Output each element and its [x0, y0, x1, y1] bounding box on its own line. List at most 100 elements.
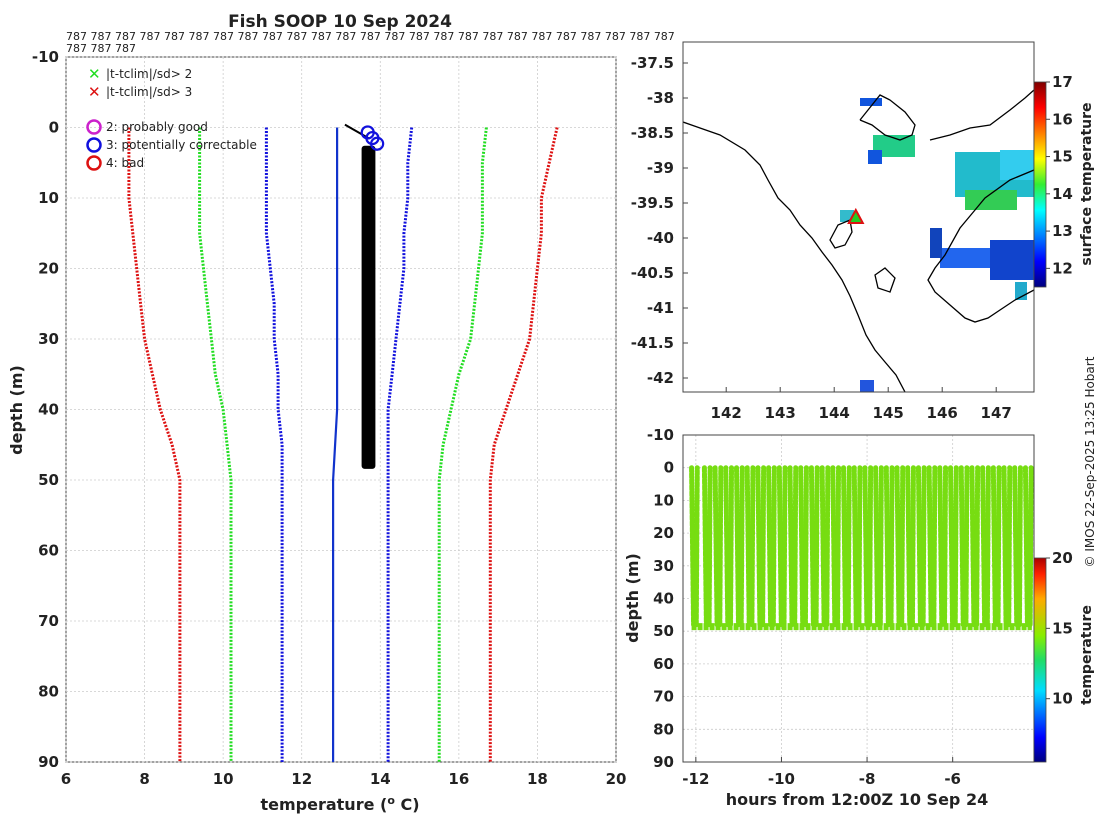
profile-grid: [65, 56, 617, 763]
map-y-tick-label: -38.5: [631, 124, 674, 142]
coastline-victoria: [927, 169, 1034, 323]
section-profile-down: [808, 465, 816, 628]
section-profile-down: [937, 465, 945, 628]
section-x-tick-label: -6: [944, 770, 961, 788]
section-profile-down: [915, 465, 923, 628]
sst-pixel-field: [840, 98, 1034, 392]
section-profile-up: [706, 465, 713, 628]
section-profile-up: [963, 465, 970, 628]
section-profile-up: [1016, 465, 1023, 628]
map-colorbar-tick-label: 16: [1052, 110, 1073, 128]
profile-x-tick-label: 20: [606, 770, 627, 788]
legend-good-label: 2: probably good: [106, 120, 208, 134]
section-profile-down: [905, 465, 913, 628]
map-colorbar-tick-label: 14: [1052, 185, 1073, 203]
clim-series-clim-3sd: [488, 127, 559, 762]
clim-series-clim-3sd: [127, 127, 182, 762]
profile-x-tick-label: 12: [291, 770, 312, 788]
section-profile-down: [819, 465, 827, 628]
sst-patch-blue-s: [940, 248, 990, 268]
coastline-mainland: [683, 121, 906, 392]
section-colorbar-tick-label: 20: [1052, 549, 1073, 567]
profile-y-tick-label: 10: [38, 189, 59, 207]
profile-y-tick-label: 30: [38, 330, 59, 348]
section-profile-down: [926, 465, 934, 628]
section-profile-down: [851, 465, 859, 628]
map-y-tick-label: -41.5: [631, 334, 674, 352]
section-profile-down: [948, 465, 956, 628]
section-profile-up: [995, 465, 1002, 628]
map-y-tick-label: -41: [647, 299, 674, 317]
sst-patch-blue-n: [860, 98, 882, 106]
section-profile-down: [841, 465, 849, 628]
profile-y-tick-label: 80: [38, 683, 59, 701]
section-profile-up: [728, 465, 735, 628]
sst-patch-blue-w: [930, 228, 942, 258]
section-profile-up: [802, 465, 809, 628]
section-profile-up: [717, 465, 724, 628]
section-profile-down: [734, 465, 742, 628]
section-profile-up: [888, 465, 895, 628]
section-profile-up: [942, 465, 949, 628]
section-colorbar: [1033, 557, 1047, 763]
section-profile-up: [920, 465, 927, 628]
section-profile-down: [1001, 465, 1009, 628]
profile-y-tick-label: 50: [38, 471, 59, 489]
map-colorbar-ticks: 12 13 14 15 16 17: [1046, 73, 1073, 277]
clim-series-clim-1sd: [264, 127, 284, 762]
section-profile-down: [969, 465, 977, 628]
section-profile-down: [1012, 465, 1020, 628]
profile-x-tick-label: 16: [448, 770, 469, 788]
profile-y-tick-label: 70: [38, 612, 59, 630]
legend-green-x-marker: ✕: [88, 65, 101, 83]
section-profiles: [689, 465, 1034, 631]
section-profile-up: [813, 465, 820, 628]
profile-id-row-1: 787 787 787 787 787 787 787 787 787 787 …: [66, 30, 675, 43]
section-profile-down: [990, 465, 998, 628]
profile-y-tick-label: 0: [49, 119, 59, 137]
section-colorbar-tick-label: 10: [1052, 690, 1073, 708]
map-x-ticks: 142 143 144 145 146 147: [711, 387, 1012, 422]
legend-red-x-marker: ✕: [88, 83, 101, 101]
map-y-tick-label: -39.5: [631, 194, 674, 212]
clim-series-clim-1sd: [386, 127, 414, 762]
section-profile-down: [787, 465, 795, 628]
section-profile-down: [862, 465, 870, 628]
section-profile-down: [744, 465, 752, 628]
clim-series-clim-2sd: [198, 127, 233, 762]
section-y-ticks: -10 0 10 20 30 40 50 60 70 80 90: [647, 426, 674, 771]
map-colorbar-tick-label: 17: [1052, 73, 1073, 91]
coastline: [683, 89, 1034, 392]
time-depth-section: -12 -10 -8 -6 -10 0 10 20 30 40 50 60 70 80 90 hours …: [623, 426, 1095, 809]
legend-correctable-label: 3: potentially correctable: [106, 138, 257, 152]
map-colorbar: [1033, 81, 1047, 288]
profile-x-tick-label: 8: [139, 770, 149, 788]
profile-y-tick-label: 20: [38, 260, 59, 278]
section-colorbar-ticks: 10 15 20: [1046, 549, 1073, 708]
section-y-tick-label: 90: [653, 753, 674, 771]
section-profile-up: [792, 465, 799, 628]
profile-x-tick-label: 14: [370, 770, 391, 788]
section-profile-up: [749, 465, 756, 628]
legend-red-x-label: |t-tclim|/sd> 3: [106, 85, 192, 99]
map-y-tick-label: -40.5: [631, 264, 674, 282]
section-profile-down: [958, 465, 966, 628]
section-profile-up: [856, 465, 863, 628]
section-profile-down: [883, 465, 891, 628]
section-y-tick-label: 20: [653, 524, 674, 542]
map-y-tick-label: -39: [647, 159, 674, 177]
section-profile-up: [877, 465, 884, 628]
section-profile-up: [738, 465, 745, 628]
sst-patch-blue-se: [990, 240, 1034, 280]
section-profile-up: [770, 465, 777, 628]
section-y-tick-label: 30: [653, 557, 674, 575]
section-y-tick-label: 10: [653, 491, 674, 509]
section-x-tick-label: -10: [768, 770, 795, 788]
section-profile-down: [873, 465, 881, 628]
section-x-tick-label: -8: [859, 770, 876, 788]
section-profile-up: [909, 465, 916, 628]
observed-profile-group: [344, 123, 385, 469]
section-profile-up: [781, 465, 788, 628]
profile-legend: ✕ |t-tclim|/sd> 2 ✕ |t-tclim|/sd> 3 2: p…: [86, 65, 257, 171]
section-profile-down: [980, 465, 988, 628]
